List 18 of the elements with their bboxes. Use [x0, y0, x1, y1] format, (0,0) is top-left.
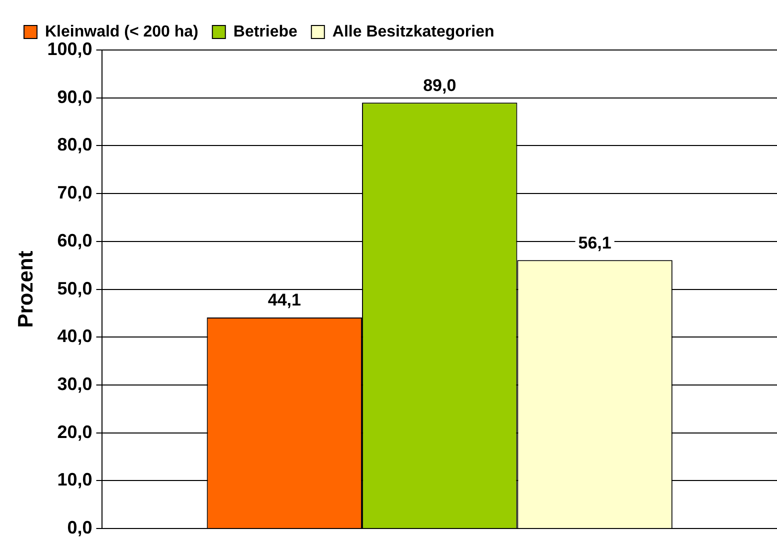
- y-tick-label: 0,0: [67, 518, 92, 538]
- data-label: 56,1: [578, 233, 612, 252]
- data-label: 44,1: [268, 290, 301, 310]
- y-tick-label: 20,0: [57, 422, 92, 442]
- y-axis-title: Prozent: [14, 250, 38, 328]
- y-tick-label: 100,0: [47, 38, 92, 59]
- y-tick-label: 50,0: [57, 278, 92, 298]
- legend-label: Betriebe: [233, 23, 298, 40]
- y-tick-label: 40,0: [57, 326, 92, 346]
- y-tick-label: 80,0: [57, 134, 92, 155]
- y-tick-label: 70,0: [57, 182, 92, 203]
- y-tick-label: 90,0: [57, 86, 92, 107]
- data-label: 89,0: [423, 76, 456, 95]
- legend-label: Kleinwald (< 200 ha): [45, 23, 198, 40]
- y-tick-label: 60,0: [57, 230, 92, 250]
- y-tick-label: 10,0: [57, 470, 92, 490]
- legend-label: Alle Besitzkategorien: [332, 23, 494, 40]
- y-tick-label: 30,0: [57, 374, 92, 394]
